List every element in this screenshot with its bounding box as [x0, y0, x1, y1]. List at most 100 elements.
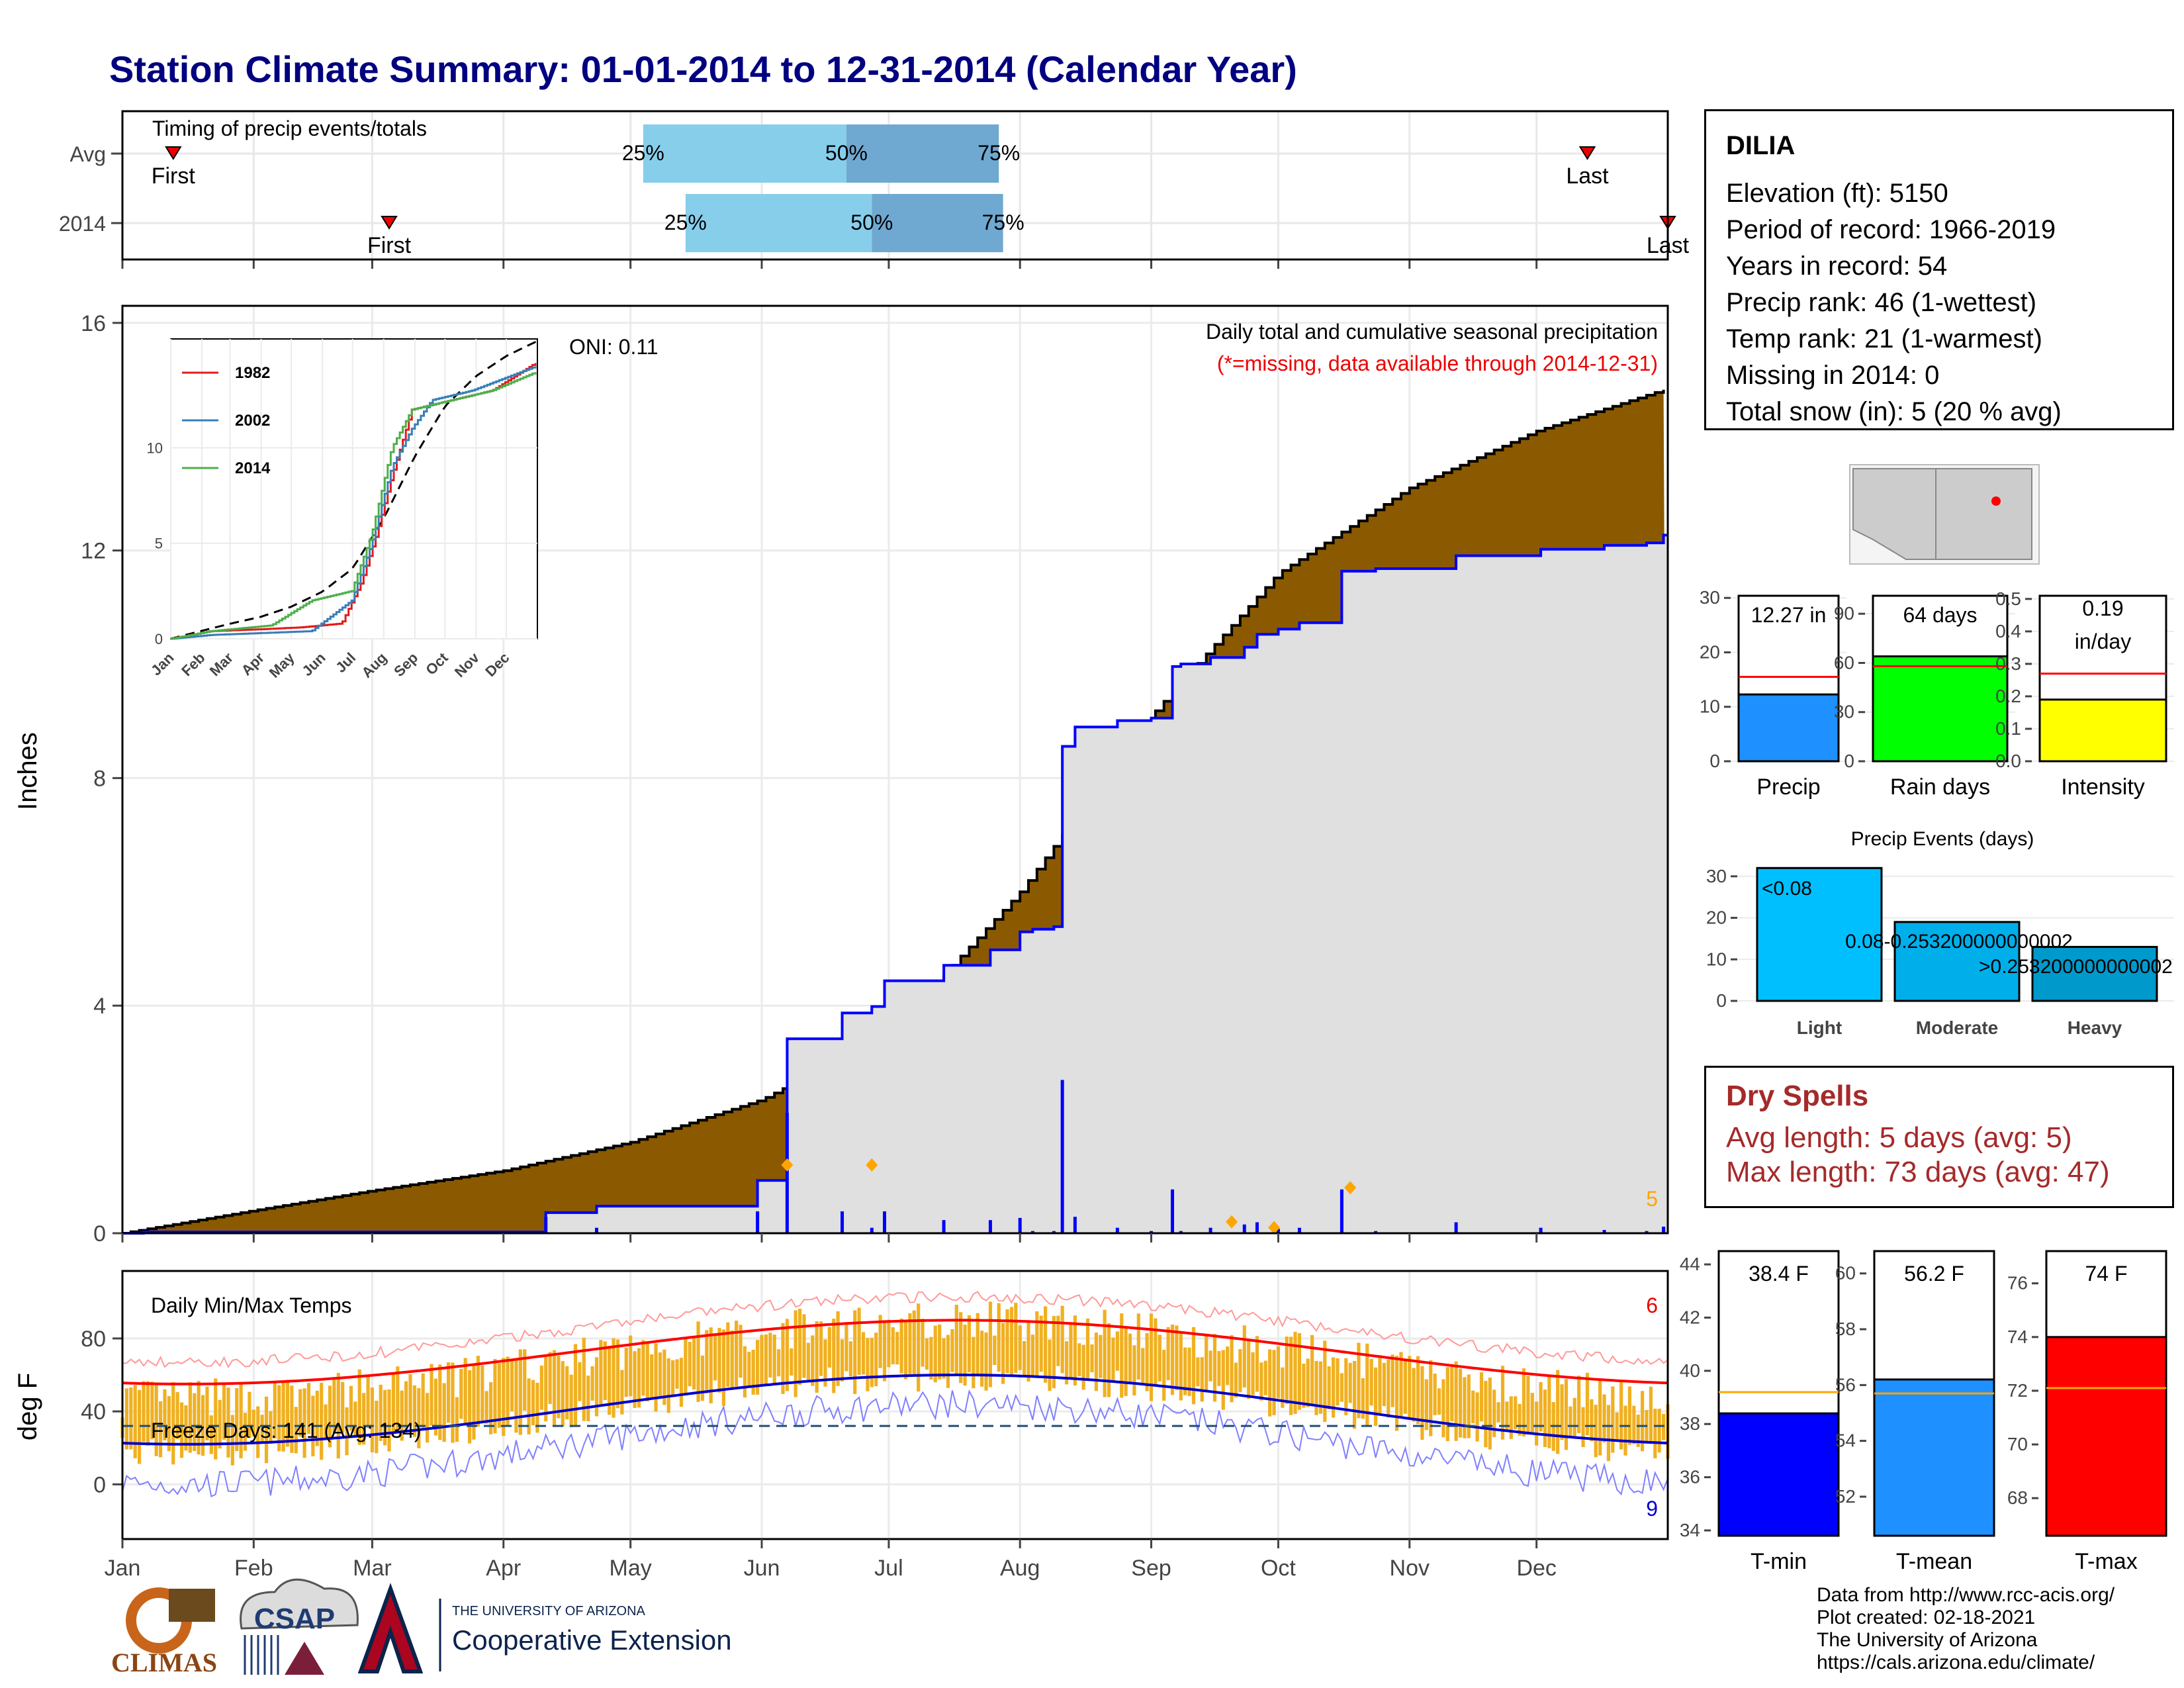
- daily-temp-bar: [1052, 1316, 1056, 1389]
- daily-temp-bar: [375, 1400, 379, 1454]
- daily-temp-bar: [1641, 1391, 1645, 1452]
- daily-temp-bar: [1496, 1402, 1500, 1423]
- daily-precip-bar: [1073, 1217, 1077, 1233]
- daily-temp-bar: [823, 1339, 827, 1387]
- daily-temp-bar: [328, 1385, 332, 1448]
- daily-temp-bar: [518, 1349, 522, 1435]
- daily-temp-bar: [1463, 1377, 1467, 1438]
- year-cumulative-area: [122, 535, 1668, 1233]
- events-bar-label: >0.253200000000002: [1979, 956, 2173, 978]
- daily-temp-bar: [412, 1385, 417, 1437]
- bar-value: [2038, 698, 2167, 763]
- daily-temp-bar: [1590, 1399, 1594, 1442]
- precip-frame: [121, 305, 1669, 1235]
- daily-temp-bar: [484, 1391, 488, 1424]
- ua-logo-text: Cooperative Extension: [452, 1624, 732, 1656]
- bar-y-tick: 0.0: [1995, 751, 2021, 771]
- daily-temp-bar: [124, 1388, 128, 1450]
- daily-temp-bar: [1484, 1380, 1488, 1448]
- daily-temp-bar: [527, 1378, 531, 1434]
- daily-temp-bar: [815, 1321, 819, 1393]
- record-min-count: 9: [1646, 1497, 1658, 1521]
- snow-marker: [1268, 1221, 1281, 1235]
- page-title: Station Climate Summary: 01-01-2014 to 1…: [109, 48, 1297, 90]
- daily-precip-bar: [1645, 1231, 1649, 1233]
- daily-temp-bar: [1259, 1362, 1263, 1401]
- month-tick-label: Sep: [1131, 1556, 1171, 1581]
- daily-temp-bar: [235, 1387, 239, 1452]
- bar-y-tick: 20: [1700, 641, 1720, 662]
- daily-temp-bar: [1158, 1335, 1161, 1382]
- daily-temp-bar: [954, 1305, 958, 1376]
- station-precip-rank: Precip rank: 46 (1-wettest): [1726, 288, 2037, 317]
- daily-temp-bar: [882, 1320, 887, 1382]
- daily-temp-bar: [925, 1338, 929, 1370]
- month-tick-label: Feb: [234, 1556, 273, 1581]
- daily-temp-bar: [349, 1385, 353, 1430]
- daily-temp-bar: [806, 1342, 810, 1380]
- inset-series-line: [171, 366, 537, 640]
- station-temp-rank: Temp rank: 21 (1-warmest): [1726, 324, 2042, 353]
- daily-temp-bar: [760, 1335, 764, 1384]
- daily-temp-bar: [1217, 1350, 1221, 1386]
- daily-temp-bar: [921, 1319, 925, 1367]
- daily-temp-bar: [772, 1335, 776, 1383]
- daily-temp-bar: [891, 1327, 895, 1364]
- daily-temp-bar: [709, 1327, 713, 1403]
- daily-temp-bar: [1390, 1354, 1394, 1407]
- temp-bar-value: [1873, 1378, 1995, 1537]
- daily-temp-bar: [721, 1329, 726, 1406]
- daily-temp-bar: [976, 1313, 979, 1375]
- daily-temp-bar: [1649, 1386, 1653, 1444]
- daily-temp-bar: [1594, 1405, 1598, 1458]
- credit-created: Plot created: 02-18-2021: [1817, 1607, 2036, 1628]
- daily-temp-bar: [608, 1346, 612, 1415]
- daily-temp-bar: [472, 1364, 476, 1440]
- daily-temp-bar: [933, 1325, 937, 1383]
- temp-bar-y-tick: 44: [1680, 1254, 1700, 1274]
- daily-temp-bar: [1505, 1401, 1509, 1430]
- daily-temp-bar: [980, 1331, 984, 1387]
- daily-temp-bar: [281, 1380, 285, 1452]
- daily-temp-bar: [1488, 1378, 1492, 1450]
- daily-temp-bar: [1433, 1374, 1437, 1415]
- daily-temp-bar: [1090, 1344, 1094, 1373]
- daily-temp-bar: [1615, 1412, 1619, 1440]
- daily-temp-bar: [357, 1369, 361, 1445]
- daily-temp-bar: [679, 1358, 684, 1407]
- daily-temp-bar: [857, 1307, 861, 1375]
- daily-temp-bar: [573, 1344, 578, 1427]
- daily-temp-bar: [1230, 1335, 1234, 1403]
- bar-y-tick: 0.1: [1995, 718, 2021, 739]
- daily-temp-bar: [1272, 1350, 1276, 1415]
- daily-temp-bar: [912, 1310, 916, 1376]
- events-y-tick: 0: [1716, 990, 1727, 1011]
- daily-temp-bar: [836, 1311, 840, 1386]
- temp-bar-category-label: T-max: [2075, 1549, 2137, 1574]
- daily-temp-bar: [1242, 1325, 1246, 1388]
- inset-series-line: [171, 372, 537, 640]
- daily-temp-bar: [790, 1348, 794, 1376]
- daily-temp-bar: [582, 1337, 586, 1421]
- timing-row-label: Avg: [69, 142, 106, 166]
- daily-temp-bar: [1348, 1362, 1352, 1403]
- daily-temp-bar: [895, 1332, 899, 1365]
- daily-temp-bar: [438, 1364, 442, 1440]
- daily-temp-bar: [488, 1382, 493, 1434]
- daily-temp-bar: [1657, 1409, 1661, 1453]
- daily-temp-bar: [1585, 1372, 1590, 1436]
- station-snow: Total snow (in): 5 (20 % avg): [1726, 397, 2062, 426]
- daily-temp-bar: [179, 1402, 184, 1458]
- daily-temp-bar: [1509, 1396, 1513, 1439]
- daily-temp-bar: [506, 1356, 510, 1427]
- daily-temp-bar: [1606, 1405, 1611, 1462]
- daily-temp-bar: [938, 1324, 942, 1380]
- bar-y-tick: 30: [1700, 587, 1720, 608]
- daily-precip-bar: [1276, 1229, 1280, 1233]
- daily-temp-bar: [1543, 1389, 1547, 1448]
- daily-precip-bar: [1454, 1222, 1458, 1233]
- daily-temp-bar: [1357, 1342, 1361, 1419]
- station-period: Period of record: 1966-2019: [1726, 215, 2056, 244]
- events-title: Precip Events (days): [1851, 828, 2034, 850]
- daily-temp-bar: [1318, 1361, 1323, 1414]
